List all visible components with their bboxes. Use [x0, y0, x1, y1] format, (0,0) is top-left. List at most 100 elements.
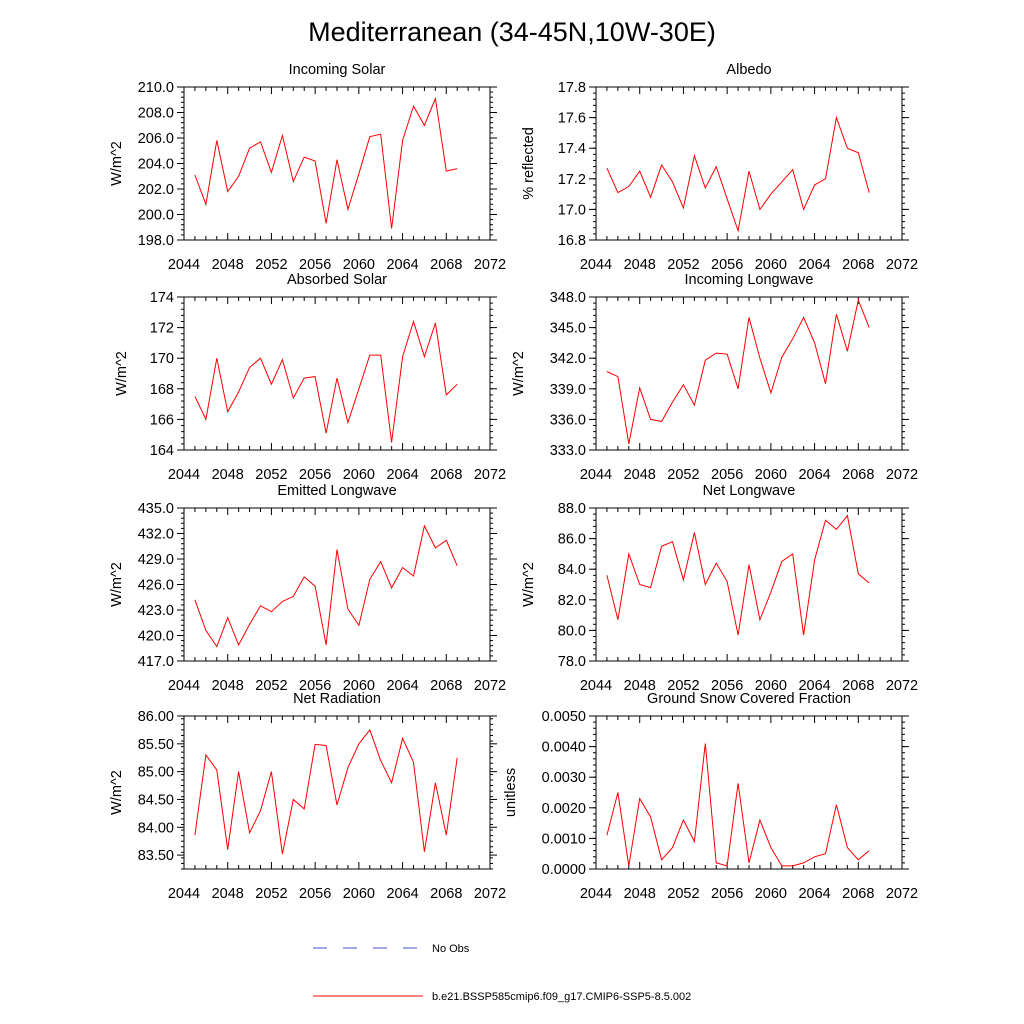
y-axis-label: W/m^2 [109, 770, 125, 815]
y-tick-label: 78.0 [558, 654, 586, 670]
x-tick-label: 2052 [255, 678, 287, 694]
series-line [194, 96, 458, 229]
x-tick-label: 2072 [474, 467, 506, 483]
x-tick-label: 2060 [755, 886, 787, 902]
y-tick-label: 0.0030 [542, 770, 586, 786]
x-tick-label: 2056 [711, 257, 743, 273]
y-axis-label: W/m^2 [109, 141, 125, 186]
panel-title: Emitted Longwave [277, 483, 396, 499]
chart-panel-1: Incoming Solar W/m^2 2044 2048 2052 2056 2060 2… [109, 62, 506, 273]
x-tick-label: 2048 [212, 467, 244, 483]
plot-frame [595, 507, 903, 662]
x-tick-label: 2064 [386, 257, 418, 273]
x-tick-label: 2072 [474, 678, 506, 694]
y-axis-label: W/m^2 [114, 351, 130, 396]
x-tick-label: 2052 [255, 467, 287, 483]
x-tick-label: 2048 [212, 886, 244, 902]
x-tick-label: 2052 [255, 257, 287, 273]
y-tick-label: 166 [150, 412, 174, 428]
y-tick-label: 17.4 [558, 141, 586, 157]
y-tick-label: 82.0 [558, 593, 586, 609]
panel-title: Ground Snow Covered Fraction [647, 691, 851, 707]
y-tick-label: 202.0 [138, 182, 174, 198]
x-tick-label: 2048 [624, 678, 656, 694]
y-axis-label: unitless [503, 768, 519, 817]
x-tick-label: 2044 [580, 467, 612, 483]
x-tick-label: 2056 [299, 467, 331, 483]
x-tick-label: 2064 [798, 467, 830, 483]
x-tick-label: 2068 [842, 257, 874, 273]
x-tick-label: 2072 [886, 257, 918, 273]
chart-panel-3: Absorbed Solar W/m^2 2044 2048 2052 2056 2060 2… [114, 272, 506, 483]
y-tick-label: 170 [150, 351, 174, 367]
panel-title: Net Longwave [703, 483, 796, 499]
y-tick-label: 88.0 [558, 501, 586, 517]
y-tick-label: 426.0 [138, 578, 174, 594]
figure-title: Mediterranean (34-45N,10W-30E) [308, 17, 716, 47]
chart-panel-5: Emitted Longwave W/m^2 2044 2048 2052 2056 206… [109, 483, 506, 694]
x-tick-label: 2072 [474, 257, 506, 273]
series-line [194, 319, 458, 443]
x-tick-label: 2056 [711, 678, 743, 694]
y-tick-label: 198.0 [138, 233, 174, 249]
y-tick-label: 200.0 [138, 208, 174, 224]
legend-label-model: b.e21.BSSP585cmip6.f09_g17.CMIP6-SSP5-8.… [432, 991, 691, 1003]
plot-frame [183, 507, 491, 662]
x-tick-label: 2068 [430, 886, 462, 902]
x-tick-label: 2056 [711, 886, 743, 902]
x-tick-label: 2068 [430, 678, 462, 694]
x-tick-label: 2044 [580, 678, 612, 694]
panel-title: Net Radiation [293, 691, 381, 707]
y-tick-label: 168 [150, 382, 174, 398]
x-tick-label: 2044 [168, 678, 200, 694]
x-tick-label: 2060 [343, 257, 375, 273]
series-line [606, 743, 870, 867]
x-tick-label: 2060 [755, 678, 787, 694]
x-tick-label: 2068 [842, 678, 874, 694]
x-tick-label: 2068 [842, 886, 874, 902]
y-tick-label: 84.0 [558, 562, 586, 578]
series-line [606, 115, 870, 233]
x-tick-label: 2060 [343, 886, 375, 902]
y-tick-label: 336.0 [550, 412, 586, 428]
y-tick-label: 0.0040 [542, 740, 586, 756]
y-tick-label: 17.8 [558, 80, 586, 96]
y-tick-label: 206.0 [138, 131, 174, 147]
plot-frame [183, 715, 491, 870]
y-tick-label: 0.0050 [542, 709, 586, 725]
x-tick-label: 2060 [343, 678, 375, 694]
y-tick-label: 84.00 [138, 820, 174, 836]
y-axis-label: W/m^2 [109, 562, 125, 607]
x-tick-label: 2044 [168, 467, 200, 483]
y-tick-label: 16.8 [558, 233, 586, 249]
y-axis-label: W/m^2 [521, 562, 537, 607]
series-line [606, 298, 870, 444]
legend: No Obs b.e21.BSSP585cmip6.f09_g17.CMIP6-… [313, 943, 691, 1003]
y-tick-label: 0.0020 [542, 801, 586, 817]
x-tick-label: 2052 [667, 886, 699, 902]
x-tick-label: 2060 [343, 467, 375, 483]
x-tick-label: 2052 [667, 678, 699, 694]
y-tick-label: 333.0 [550, 443, 586, 459]
legend-label-obs: No Obs [432, 943, 470, 955]
panel-title: Incoming Longwave [685, 272, 814, 288]
x-tick-label: 2044 [168, 886, 200, 902]
panel-title: Absorbed Solar [287, 272, 387, 288]
x-tick-label: 2064 [798, 257, 830, 273]
x-tick-label: 2072 [474, 886, 506, 902]
x-tick-label: 2060 [755, 257, 787, 273]
y-tick-label: 83.50 [138, 848, 174, 864]
x-tick-label: 2060 [755, 467, 787, 483]
y-tick-label: 164 [150, 443, 174, 459]
x-tick-label: 2044 [168, 257, 200, 273]
y-tick-label: 432.0 [138, 527, 174, 543]
x-tick-label: 2064 [386, 886, 418, 902]
y-tick-label: 80.0 [558, 623, 586, 639]
x-tick-label: 2056 [711, 467, 743, 483]
y-tick-label: 204.0 [138, 157, 174, 173]
y-tick-label: 17.6 [558, 111, 586, 127]
x-tick-label: 2052 [255, 886, 287, 902]
series-line [606, 514, 870, 636]
y-axis-label: W/m^2 [511, 351, 527, 396]
